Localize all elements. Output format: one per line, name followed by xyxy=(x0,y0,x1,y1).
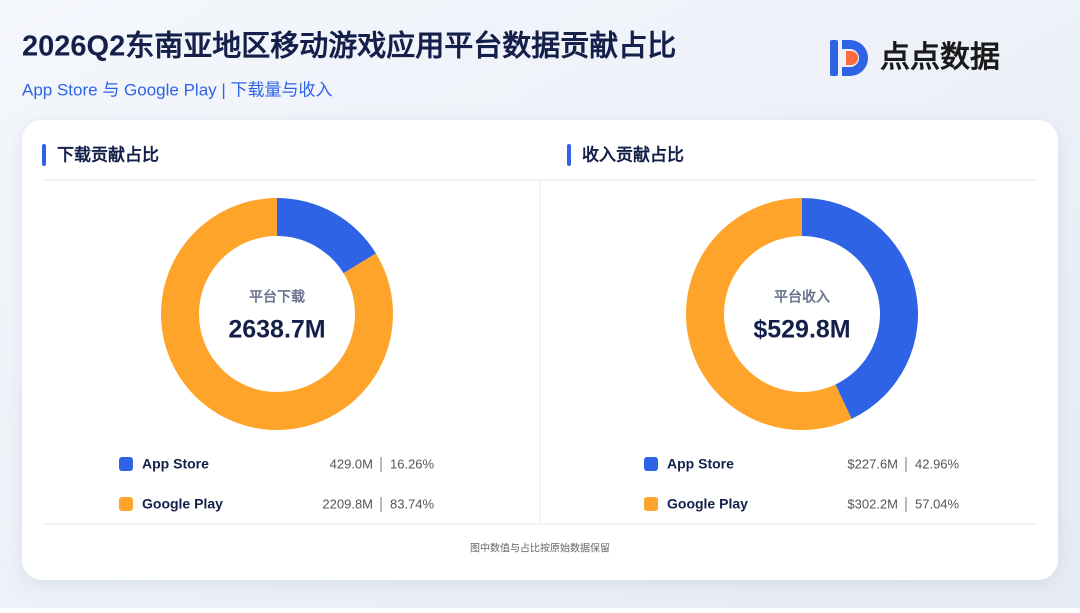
center-label: 平台收入 xyxy=(774,289,830,305)
donut-slice xyxy=(277,198,376,274)
legend-swatch xyxy=(119,457,133,471)
subtitle: App Store 与 Google Play | 下载量与收入 xyxy=(22,80,333,99)
value-label: $302.2M xyxy=(847,496,898,511)
donut-slice xyxy=(686,197,852,430)
percent-label: 16.26% xyxy=(390,456,435,471)
donut-slice xyxy=(161,198,393,430)
footnote: 图中数值与占比按原始数据保留 xyxy=(470,542,610,555)
percent-label: 42.96% xyxy=(915,456,960,471)
title: 2026Q2东南亚地区移动游戏应用平台数据贡献占比 xyxy=(22,29,676,63)
section-title: 下载贡献占比 xyxy=(57,144,159,164)
legend-swatch xyxy=(644,457,658,471)
logo-icon xyxy=(842,40,868,76)
center-total: 2638.7M xyxy=(228,316,325,344)
center-label: 平台下载 xyxy=(249,289,305,305)
section-title: 收入贡献占比 xyxy=(582,144,684,164)
center-total: $529.8M xyxy=(753,316,850,344)
logo-icon xyxy=(830,40,838,76)
legend-label: App Store xyxy=(142,456,209,472)
value-label: $227.6M xyxy=(847,456,898,471)
donut-slice xyxy=(802,198,919,419)
section-bar xyxy=(567,144,571,166)
legend-label: Google Play xyxy=(142,496,223,512)
legend-label: Google Play xyxy=(667,496,748,512)
logo-icon xyxy=(846,51,858,65)
logo: 点点数据 xyxy=(830,40,1000,76)
value-label: 429.0M xyxy=(330,456,373,471)
legend-swatch xyxy=(119,497,133,511)
legend-label: App Store xyxy=(667,456,734,472)
percent-label: 83.74% xyxy=(390,496,435,511)
value-label: 2209.8M xyxy=(322,496,373,511)
percent-label: 57.04% xyxy=(915,496,960,511)
section-bar xyxy=(42,144,46,166)
legend-swatch xyxy=(644,497,658,511)
logo-text: 点点数据 xyxy=(880,41,1000,74)
